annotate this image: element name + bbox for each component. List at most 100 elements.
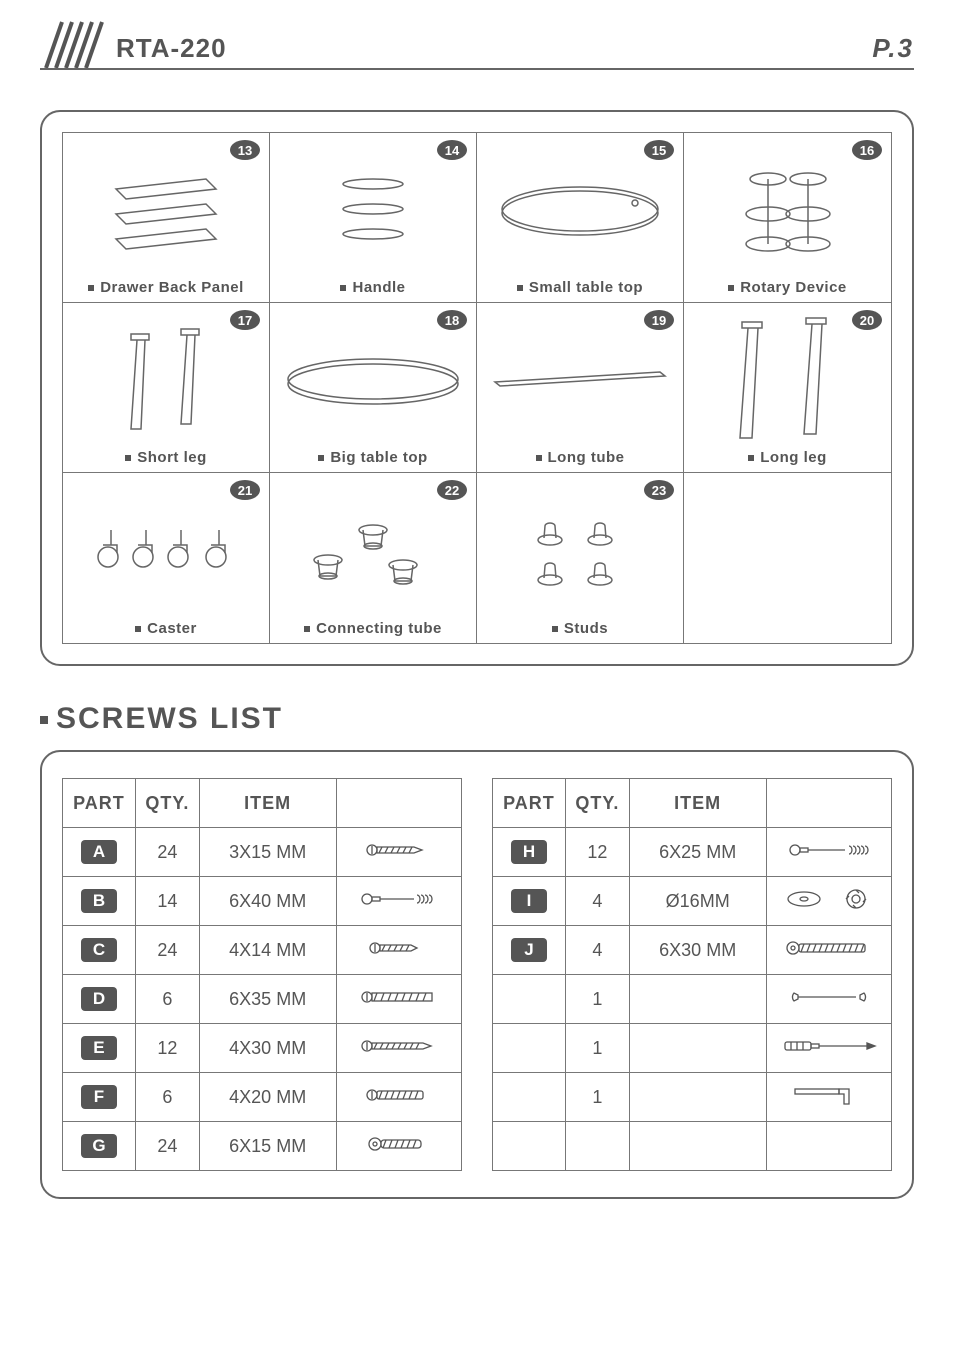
screw-row: G 24 6X15 MM	[63, 1122, 462, 1171]
svg-text:18: 18	[445, 313, 459, 328]
screw-icon	[766, 975, 891, 1024]
screw-item	[629, 1122, 766, 1171]
screw-item: 6X25 MM	[629, 828, 766, 877]
part-cell-19: 19 Long tube	[477, 303, 684, 473]
screw-icon	[336, 877, 461, 926]
col-item: ITEM	[199, 779, 336, 828]
part-badge-H: H	[511, 840, 547, 864]
part-badge-B: B	[81, 889, 117, 913]
screw-row: 1	[493, 1024, 892, 1073]
screw-item: 6X35 MM	[199, 975, 336, 1024]
screw-item: 6X40 MM	[199, 877, 336, 926]
part-badge-A: A	[81, 840, 117, 864]
part-number-badge: 20	[851, 309, 883, 331]
screw-icon	[336, 1024, 461, 1073]
part-number-badge: 23	[643, 479, 675, 501]
part-badge-J: J	[511, 938, 547, 962]
product-code: RTA-220	[116, 33, 227, 68]
col-image	[766, 779, 891, 828]
part-number-badge: 19	[643, 309, 675, 331]
screw-icon	[336, 975, 461, 1024]
screw-icon	[766, 1122, 891, 1171]
part-badge-F: F	[81, 1085, 117, 1109]
part-cell-empty	[684, 473, 891, 643]
col-qty: QTY.	[565, 779, 629, 828]
screw-row: A 24 3X15 MM	[63, 828, 462, 877]
screw-icon	[766, 1073, 891, 1122]
screw-item	[629, 1073, 766, 1122]
svg-text:21: 21	[238, 483, 252, 498]
screw-item: 3X15 MM	[199, 828, 336, 877]
screw-icon	[766, 926, 891, 975]
screw-icon	[336, 1073, 461, 1122]
svg-text:19: 19	[652, 313, 666, 328]
svg-text:13: 13	[238, 143, 252, 158]
part-number-badge: 17	[229, 309, 261, 331]
part-label: Rotary Device	[728, 279, 847, 296]
part-badge-C: C	[81, 938, 117, 962]
screw-item: 4X30 MM	[199, 1024, 336, 1073]
screw-qty: 1	[565, 975, 629, 1024]
screw-icon	[766, 1024, 891, 1073]
part-label: Connecting tube	[304, 620, 442, 637]
part-number-badge: 13	[229, 139, 261, 161]
part-label: Short leg	[125, 449, 207, 466]
screw-item: Ø16MM	[629, 877, 766, 926]
part-badge-I: I	[511, 889, 547, 913]
screw-row: J 4 6X30 MM	[493, 926, 892, 975]
screw-qty: 24	[135, 926, 199, 975]
screw-qty: 4	[565, 926, 629, 975]
screws-box: PART QTY. ITEM A 24 3X15 MM B 14 6X40 MM…	[40, 750, 914, 1199]
screw-qty: 6	[135, 1073, 199, 1122]
screw-icon	[336, 1122, 461, 1171]
part-cell-22: 22 Connecting tube	[270, 473, 477, 643]
col-part: PART	[493, 779, 566, 828]
svg-text:17: 17	[238, 313, 252, 328]
col-item: ITEM	[629, 779, 766, 828]
screw-item	[629, 1024, 766, 1073]
screw-qty: 6	[135, 975, 199, 1024]
part-label: Small table top	[517, 279, 643, 296]
screw-row: F 6 4X20 MM	[63, 1073, 462, 1122]
screw-row: B 14 6X40 MM	[63, 877, 462, 926]
part-number-badge: 21	[229, 479, 261, 501]
screw-row: E 12 4X30 MM	[63, 1024, 462, 1073]
part-label: Big table top	[318, 449, 427, 466]
screws-table-right: PART QTY. ITEM H 12 6X25 MM I 4 Ø16MM J …	[492, 778, 892, 1171]
part-number-badge: 14	[436, 139, 468, 161]
part-number-badge: 18	[436, 309, 468, 331]
col-part: PART	[63, 779, 136, 828]
screw-qty: 12	[565, 828, 629, 877]
screw-row	[493, 1122, 892, 1171]
screw-icon	[766, 877, 891, 926]
col-qty: QTY.	[135, 779, 199, 828]
part-label: Drawer Back Panel	[88, 279, 244, 296]
logo-stripes-icon	[40, 18, 110, 68]
screw-qty: 4	[565, 877, 629, 926]
screws-table-left: PART QTY. ITEM A 24 3X15 MM B 14 6X40 MM…	[62, 778, 462, 1171]
part-label: Handle	[340, 279, 405, 296]
part-label: Studs	[552, 620, 608, 637]
part-label: Long tube	[536, 449, 625, 466]
page-number: P.3	[872, 33, 914, 68]
part-cell-20: 20 Long leg	[684, 303, 891, 473]
screw-qty	[565, 1122, 629, 1171]
screw-qty: 24	[135, 828, 199, 877]
screw-icon	[336, 926, 461, 975]
screw-row: C 24 4X14 MM	[63, 926, 462, 975]
svg-text:15: 15	[652, 143, 666, 158]
svg-text:23: 23	[652, 483, 666, 498]
part-badge-D: D	[81, 987, 117, 1011]
screw-qty: 1	[565, 1073, 629, 1122]
part-cell-13: 13 Drawer Back Panel	[63, 133, 270, 303]
screw-item: 6X30 MM	[629, 926, 766, 975]
screw-icon	[336, 828, 461, 877]
screw-row: H 12 6X25 MM	[493, 828, 892, 877]
screw-item: 4X20 MM	[199, 1073, 336, 1122]
svg-text:22: 22	[445, 483, 459, 498]
section-title-screws: SCREWS LIST	[40, 702, 914, 736]
part-cell-21: 21 Caster	[63, 473, 270, 643]
screw-row: I 4 Ø16MM	[493, 877, 892, 926]
part-cell-14: 14 Handle	[270, 133, 477, 303]
part-badge-E: E	[81, 1036, 117, 1060]
